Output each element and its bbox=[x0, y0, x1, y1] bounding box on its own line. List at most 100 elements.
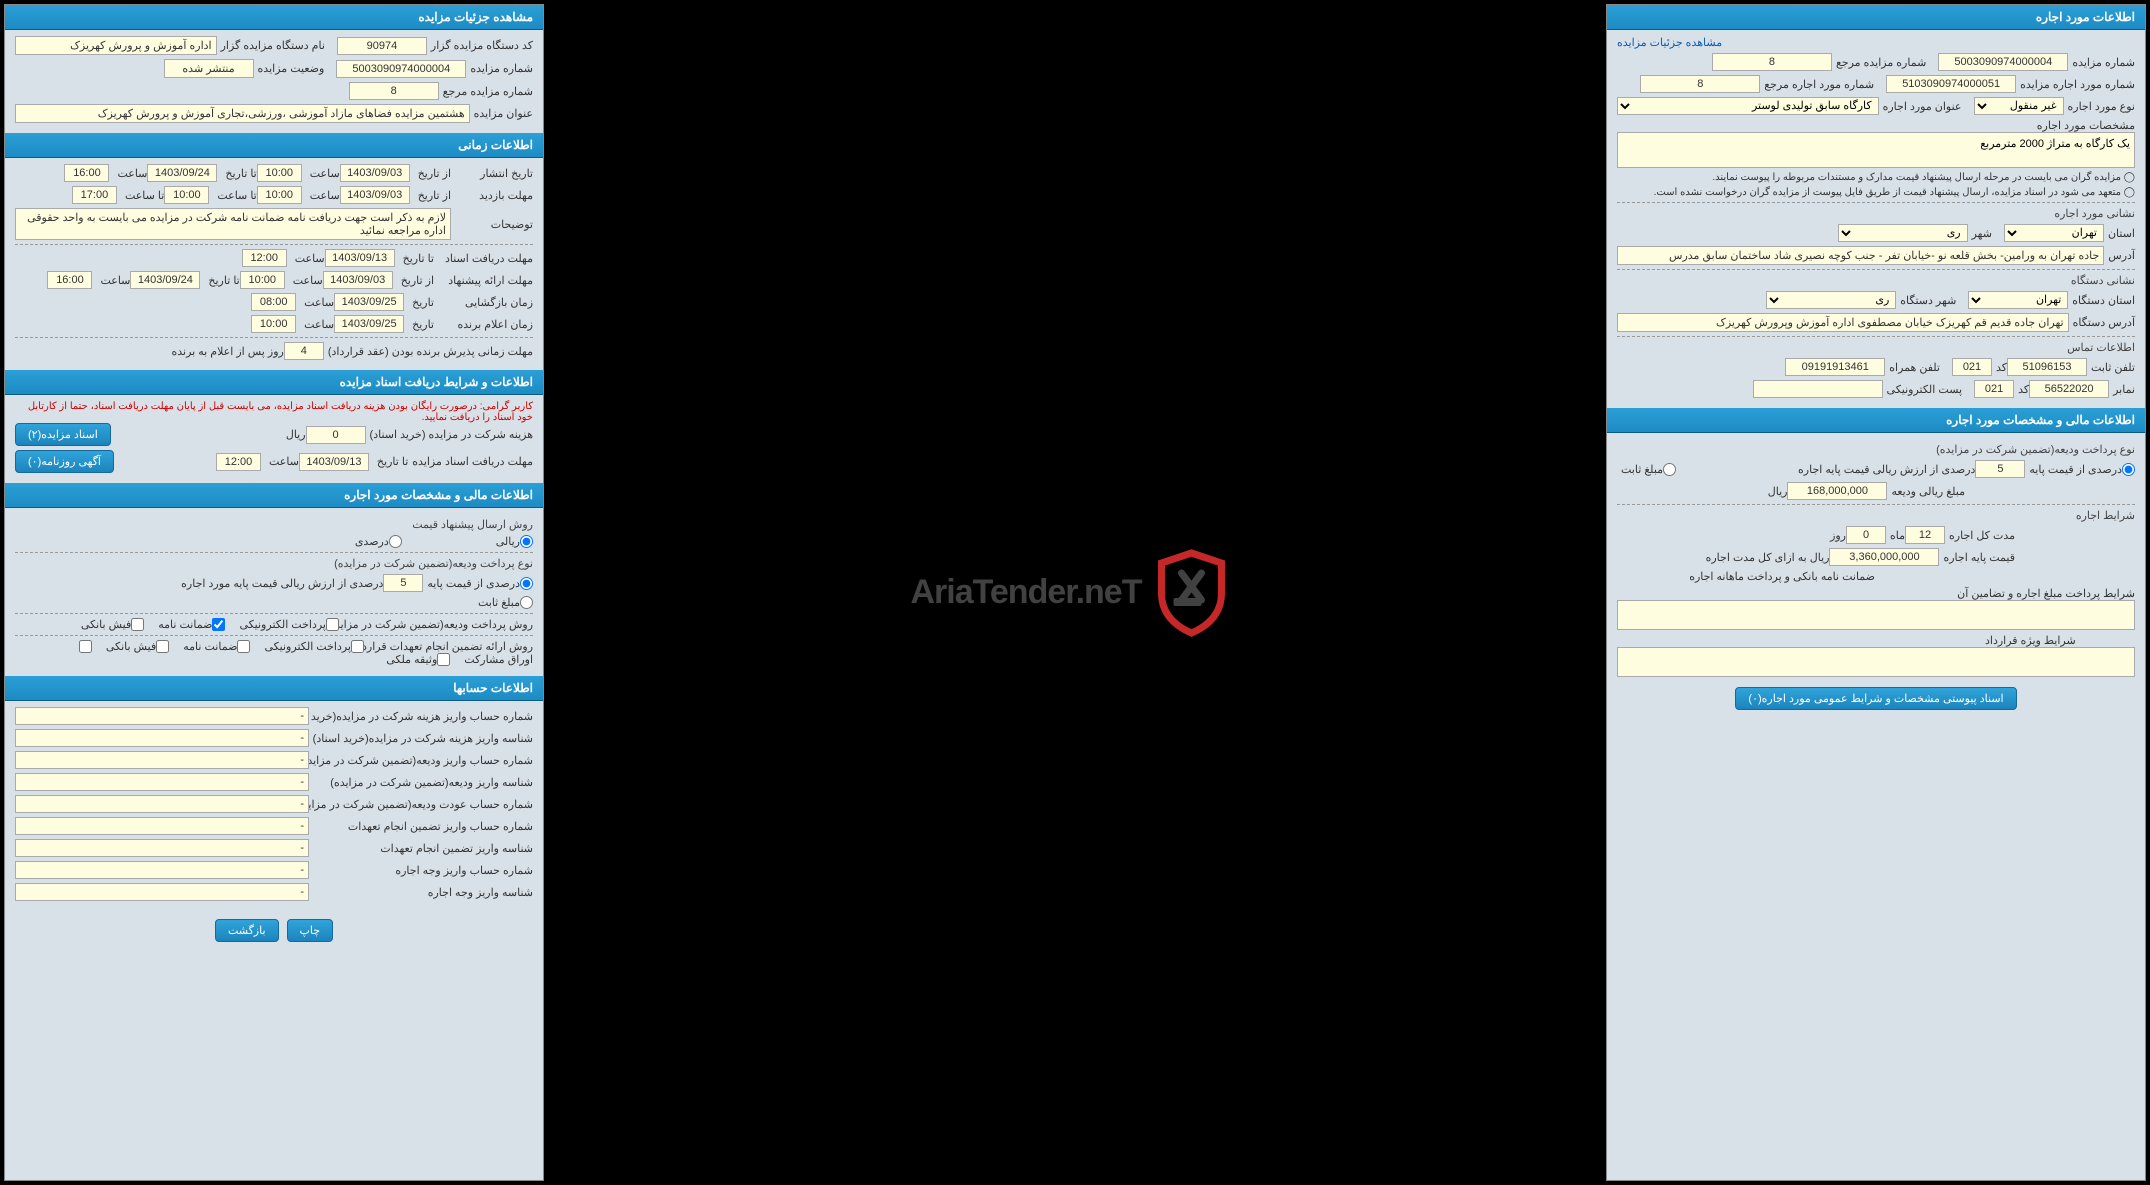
lbl-epay: پرداخت الکترونیکی bbox=[239, 618, 326, 631]
chk-fish2[interactable] bbox=[156, 640, 169, 653]
lbl-to-4: تا تاریخ bbox=[377, 455, 408, 468]
lbl-date-1: تاریخ bbox=[412, 296, 434, 309]
lbl-from-2: از تاریخ bbox=[418, 189, 451, 202]
btn-asnad[interactable]: اسناد مزایده(۲) bbox=[15, 423, 111, 446]
lbl-acc7: شناسه واریز تضمین انجام تعهدات bbox=[313, 842, 533, 855]
radio-pct[interactable] bbox=[389, 535, 402, 548]
lbl-org-prov: استان دستگاه bbox=[2072, 294, 2135, 307]
lbl-fixed-r: مبلغ ثابت bbox=[478, 596, 520, 609]
val-pub-from-d: 1403/09/03 bbox=[340, 164, 410, 182]
lbl-acc6: شماره حساب واریز تضمین انجام تعهدات bbox=[313, 820, 533, 833]
sel-lease-title[interactable]: کارگاه سابق تولیدی لوستر bbox=[1617, 97, 1879, 115]
lbl-day: روز bbox=[1830, 529, 1846, 542]
val-org-name: اداره آموزش و پرورش کهریزک bbox=[15, 36, 217, 55]
lbl-from-1: از تاریخ bbox=[418, 167, 451, 180]
lbl-org-name: نام دستگاه مزایده گزار bbox=[221, 39, 325, 52]
val-email bbox=[1753, 380, 1883, 398]
lease-item-panel: اطلاعات مورد اجاره مشاهده جزئیات مزایده … bbox=[1606, 4, 2146, 1181]
lbl-item-ref: شماره مورد اجاره مرجع bbox=[1764, 78, 1874, 91]
hdr-lease-info: اطلاعات مورد اجاره bbox=[1607, 5, 2145, 30]
lbl-epay2: پرداخت الکترونیکی bbox=[264, 640, 351, 653]
sel-prov[interactable]: تهران bbox=[2004, 224, 2104, 242]
sel-org-city[interactable]: ری bbox=[1766, 291, 1896, 309]
lbl-ref-r: شماره مزایده مرجع bbox=[443, 85, 533, 98]
ta-special-terms[interactable] bbox=[1617, 647, 2135, 677]
lbl-acc8: شماره حساب واریز وجه اجاره bbox=[313, 864, 533, 877]
val-acc1: - bbox=[15, 707, 309, 725]
val-bid-to-t: 16:00 bbox=[47, 271, 92, 289]
val-bid-from-t: 10:00 bbox=[240, 271, 285, 289]
lbl-time-8: ساعت bbox=[304, 318, 334, 331]
note-2: ◯ متعهد می شود در اسناد مزایده، ارسال پی… bbox=[1654, 187, 2135, 198]
val-acc3: - bbox=[15, 751, 309, 769]
val-announce-t: 10:00 bbox=[251, 315, 296, 333]
val-acc2: - bbox=[15, 729, 309, 747]
btn-print[interactable]: چاپ bbox=[287, 919, 334, 942]
lbl-to-1: تا تاریخ bbox=[225, 167, 256, 180]
lbl-deposit-amt: مبلغ ریالی ودیعه bbox=[1891, 485, 1965, 498]
lbl-pct-suffix-r: درصدی از ارزش ریالی قیمت پایه مورد اجاره bbox=[181, 577, 383, 590]
subhdr-lease-address: نشانی مورد اجاره bbox=[1617, 207, 2135, 220]
lbl-bid-deadline: مهلت ارائه پیشنهاد bbox=[438, 274, 533, 287]
val-fax: 56522020 bbox=[2029, 380, 2109, 398]
val-doc2-t: 12:00 bbox=[216, 453, 261, 471]
lbl-prov: استان bbox=[2108, 227, 2135, 240]
lbl-special-terms: شرایط ویژه قرارداد bbox=[1985, 634, 2135, 647]
subhdr-org-address: نشانی دستگاه bbox=[1617, 274, 2135, 287]
chk-vasigheh[interactable] bbox=[437, 653, 450, 666]
note-1: ◯ مزایده گران می بایست در مرحله ارسال پی… bbox=[1712, 172, 2135, 183]
val-fax-code: 021 bbox=[1974, 380, 2014, 398]
ta-pay-terms[interactable] bbox=[1617, 600, 2135, 630]
sel-city[interactable]: ری bbox=[1838, 224, 1968, 242]
val-phone-code: 021 bbox=[1952, 358, 1992, 376]
val-acc7: - bbox=[15, 839, 309, 857]
radio-fixed-r[interactable] bbox=[520, 596, 533, 609]
ta-spec[interactable]: یک کارگاه به متراژ 2000 مترمربع bbox=[1617, 132, 2135, 168]
lbl-fixed-l: مبلغ ثابت bbox=[1621, 463, 1663, 476]
val-pub-from-t: 10:00 bbox=[257, 164, 302, 182]
lbl-time-5: ساعت bbox=[293, 274, 323, 287]
btn-attachments[interactable]: اسناد پیوستی مشخصات و شرایط عمومی مورد ا… bbox=[1735, 687, 2016, 710]
logo-shield-icon bbox=[1152, 548, 1232, 638]
lbl-auction-num-r: شماره مزایده bbox=[470, 62, 533, 75]
chk-oragh[interactable] bbox=[79, 640, 92, 653]
lbl-to-3: تا تاریخ bbox=[208, 274, 239, 287]
lbl-time-2: ساعت bbox=[117, 167, 147, 180]
val-announce-d: 1403/09/25 bbox=[334, 315, 404, 333]
lbl-pct-suffix-l: درصدی از ارزش ریالی قیمت پایه اجاره bbox=[1798, 463, 1975, 476]
chk-fish[interactable] bbox=[131, 618, 144, 631]
sel-lease-type[interactable]: غیر منقول bbox=[1974, 97, 2064, 115]
chk-epay2[interactable] bbox=[351, 640, 364, 653]
val-title-r: هشتمین مزایده فضاهای مازاد آموزشی ،ورزشی… bbox=[15, 104, 470, 123]
val-deposit-amt: 168,000,000 bbox=[1787, 482, 1887, 500]
radio-rial[interactable] bbox=[520, 535, 533, 548]
val-phone: 51096153 bbox=[2007, 358, 2087, 376]
radio-fixed-l[interactable] bbox=[1663, 463, 1676, 476]
lbl-status: وضعیت مزایده bbox=[258, 62, 325, 75]
lbl-ref-num: شماره مزایده مرجع bbox=[1836, 56, 1926, 69]
lbl-rial-r: ریال bbox=[286, 428, 306, 441]
lbl-acc5: شماره حساب عودت ودیعه(تضمین شرکت در مزای… bbox=[313, 798, 533, 811]
hdr-lease-fin: اطلاعات مالی و مشخصات مورد اجاره bbox=[1607, 408, 2145, 433]
val-ref-num: 8 bbox=[1712, 53, 1832, 71]
btn-back[interactable]: بازگشت bbox=[215, 919, 279, 942]
lbl-pct-base-r: درصدی از قیمت پایه bbox=[427, 577, 520, 590]
val-days: 0 bbox=[1846, 526, 1886, 544]
link-view-details[interactable]: مشاهده جزئیات مزایده bbox=[1617, 36, 1722, 49]
radio-pct-l[interactable] bbox=[2122, 463, 2135, 476]
btn-newspaper[interactable]: آگهی روزنامه(۰) bbox=[15, 450, 114, 473]
radio-pct-r[interactable] bbox=[520, 577, 533, 590]
lbl-time-6: ساعت bbox=[100, 274, 130, 287]
lbl-acc9: شناسه واریز وجه اجاره bbox=[313, 886, 533, 899]
lbl-pct-base-l: درصدی از قیمت پایه bbox=[2029, 463, 2122, 476]
lbl-auction-num: شماره مزایده bbox=[2072, 56, 2135, 69]
lbl-doc-deadline: مهلت دریافت اسناد bbox=[438, 252, 533, 265]
lbl-doc-deadline2: مهلت دریافت اسناد مزایده bbox=[412, 455, 533, 468]
chk-epay[interactable] bbox=[326, 618, 339, 631]
hdr-fin-r: اطلاعات مالی و مشخصات مورد اجاره bbox=[5, 483, 543, 508]
chk-zamanat2[interactable] bbox=[237, 640, 250, 653]
val-mobile: 09191913461 bbox=[1785, 358, 1885, 376]
lbl-month: ماه bbox=[1890, 529, 1905, 542]
sel-org-prov[interactable]: تهران bbox=[1968, 291, 2068, 309]
chk-zamanat[interactable] bbox=[212, 618, 225, 631]
